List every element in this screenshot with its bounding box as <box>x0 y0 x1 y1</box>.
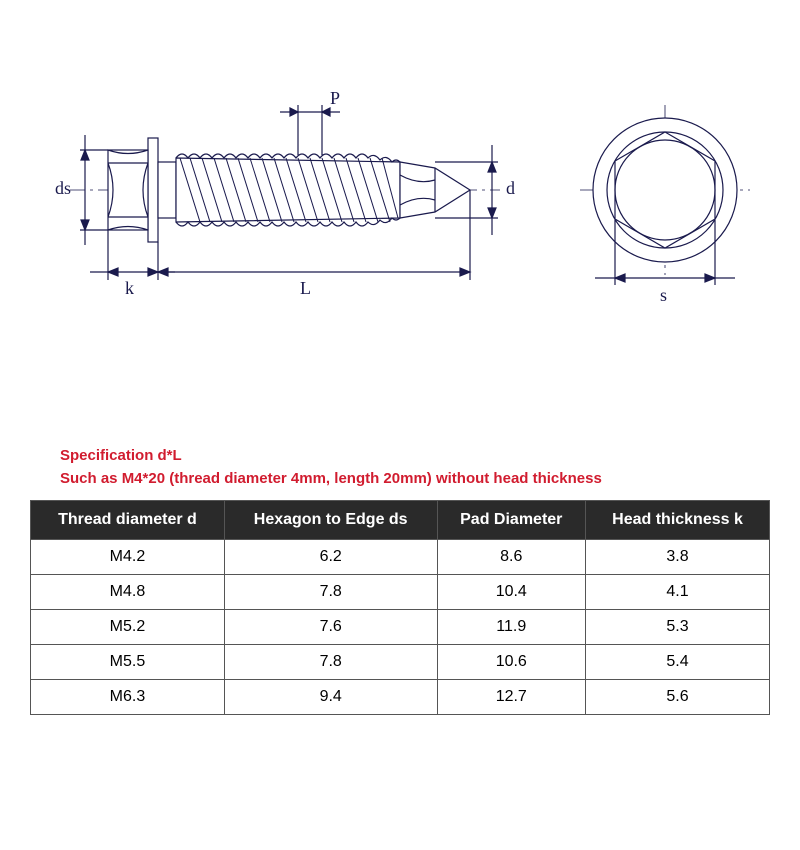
table-cell: 11.9 <box>437 610 586 645</box>
table-cell: 6.2 <box>224 540 437 575</box>
table-cell: 9.4 <box>224 680 437 715</box>
spec-table: Thread diameter d Hexagon to Edge ds Pad… <box>30 500 770 715</box>
table-cell: 10.6 <box>437 645 586 680</box>
table-cell: 5.4 <box>586 645 770 680</box>
label-k: k <box>125 278 134 299</box>
table-cell: 3.8 <box>586 540 770 575</box>
specification-note: Specification d*L Such as M4*20 (thread … <box>60 445 602 490</box>
table-row: M4.87.810.44.1 <box>31 575 770 610</box>
col-header: Hexagon to Edge ds <box>224 501 437 540</box>
table-cell: 5.6 <box>586 680 770 715</box>
table-row: M4.26.28.63.8 <box>31 540 770 575</box>
col-header: Head thickness k <box>586 501 770 540</box>
spec-line2: Such as M4*20 (thread diameter 4mm, leng… <box>60 468 602 491</box>
table-cell: M4.2 <box>31 540 225 575</box>
col-header: Pad Diameter <box>437 501 586 540</box>
table-cell: 8.6 <box>437 540 586 575</box>
spec-line1: Specification d*L <box>60 445 602 468</box>
table-cell: 7.8 <box>224 575 437 610</box>
table-cell: 10.4 <box>437 575 586 610</box>
table-row: M5.27.611.95.3 <box>31 610 770 645</box>
label-P: P <box>330 88 340 109</box>
col-header: Thread diameter d <box>31 501 225 540</box>
table-cell: M5.2 <box>31 610 225 645</box>
label-ds: ds <box>55 178 71 199</box>
table-cell: 12.7 <box>437 680 586 715</box>
label-d: d <box>506 178 515 199</box>
table-row: M5.57.810.65.4 <box>31 645 770 680</box>
spec-table-container: Thread diameter d Hexagon to Edge ds Pad… <box>30 500 770 715</box>
label-s: s <box>660 285 667 306</box>
screw-diagram: ds k L P d s <box>0 50 800 340</box>
label-L: L <box>300 278 311 299</box>
table-cell: M5.5 <box>31 645 225 680</box>
table-cell: M6.3 <box>31 680 225 715</box>
table-row: M6.39.412.75.6 <box>31 680 770 715</box>
table-cell: M4.8 <box>31 575 225 610</box>
table-cell: 7.8 <box>224 645 437 680</box>
table-cell: 5.3 <box>586 610 770 645</box>
table-cell: 4.1 <box>586 575 770 610</box>
table-cell: 7.6 <box>224 610 437 645</box>
table-header-row: Thread diameter d Hexagon to Edge ds Pad… <box>31 501 770 540</box>
